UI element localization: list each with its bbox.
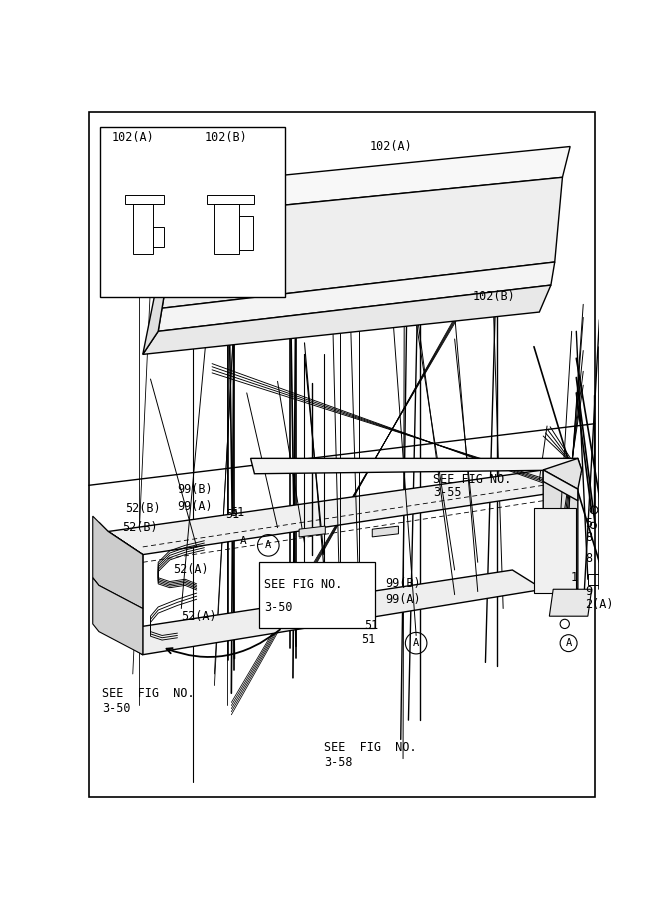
Text: 8: 8 bbox=[586, 552, 593, 565]
Bar bbox=[101, 127, 285, 297]
Polygon shape bbox=[372, 526, 398, 537]
Polygon shape bbox=[162, 177, 562, 308]
Polygon shape bbox=[251, 458, 582, 473]
Text: SEE FIG NO.: SEE FIG NO. bbox=[263, 578, 342, 590]
Polygon shape bbox=[299, 526, 325, 537]
Text: SEE  FIG  NO.: SEE FIG NO. bbox=[323, 741, 416, 753]
Bar bbox=[259, 562, 375, 628]
Text: 1: 1 bbox=[570, 572, 577, 584]
Text: 3-58: 3-58 bbox=[323, 756, 352, 769]
Text: 102(A): 102(A) bbox=[370, 140, 413, 153]
Text: 3-55: 3-55 bbox=[433, 487, 462, 500]
Polygon shape bbox=[143, 285, 551, 355]
Polygon shape bbox=[543, 470, 578, 590]
Text: 51: 51 bbox=[365, 619, 379, 632]
Text: 3-50: 3-50 bbox=[263, 601, 292, 614]
Polygon shape bbox=[108, 470, 578, 554]
Text: 51: 51 bbox=[225, 508, 239, 521]
Text: 51: 51 bbox=[362, 633, 376, 646]
Text: 99(A): 99(A) bbox=[177, 500, 213, 513]
Text: A: A bbox=[413, 638, 420, 648]
Polygon shape bbox=[177, 147, 570, 216]
Text: SEE  FIG  NO.: SEE FIG NO. bbox=[102, 687, 195, 699]
Polygon shape bbox=[543, 458, 582, 490]
Polygon shape bbox=[108, 532, 143, 654]
Text: 8: 8 bbox=[586, 531, 593, 544]
Text: 102(B): 102(B) bbox=[204, 130, 247, 144]
Text: 102(A): 102(A) bbox=[112, 130, 155, 144]
Text: 51: 51 bbox=[230, 506, 244, 518]
Text: 5: 5 bbox=[586, 518, 593, 530]
Text: 99(B): 99(B) bbox=[386, 578, 421, 590]
Polygon shape bbox=[534, 508, 576, 593]
Polygon shape bbox=[143, 185, 185, 355]
Polygon shape bbox=[108, 570, 543, 654]
Text: A: A bbox=[239, 536, 246, 545]
Text: A: A bbox=[566, 638, 572, 648]
Text: 102(B): 102(B) bbox=[472, 290, 515, 303]
Text: 99(A): 99(A) bbox=[386, 593, 421, 606]
Polygon shape bbox=[93, 578, 143, 654]
Text: 52(A): 52(A) bbox=[181, 609, 217, 623]
Text: 9: 9 bbox=[586, 585, 593, 598]
Text: SEE FIG NO.: SEE FIG NO. bbox=[433, 472, 512, 486]
Text: 52(A): 52(A) bbox=[173, 563, 209, 577]
Polygon shape bbox=[158, 262, 555, 331]
Text: 52(B): 52(B) bbox=[122, 521, 157, 534]
Polygon shape bbox=[550, 590, 592, 616]
Polygon shape bbox=[99, 522, 143, 654]
Text: 52(B): 52(B) bbox=[125, 502, 161, 515]
Polygon shape bbox=[543, 470, 578, 500]
Text: 2(A): 2(A) bbox=[586, 598, 614, 611]
Polygon shape bbox=[93, 516, 143, 608]
Text: A: A bbox=[265, 540, 271, 551]
Text: 3-50: 3-50 bbox=[102, 702, 131, 716]
Text: 99(B): 99(B) bbox=[177, 482, 213, 496]
